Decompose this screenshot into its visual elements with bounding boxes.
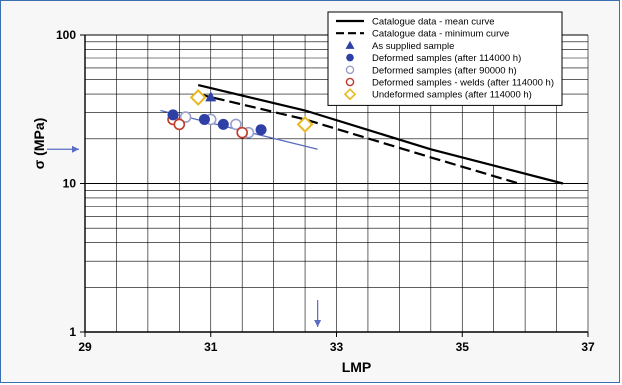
- legend-swatch: [343, 88, 357, 101]
- x-tick-label: 35: [456, 340, 470, 354]
- x-tick-label: 37: [581, 340, 595, 354]
- series-layer: [160, 84, 564, 185]
- legend-item: Deformed samples (after 114000 h): [346, 53, 521, 64]
- series-as-supplied-sample: [205, 91, 217, 102]
- series-line: [197, 93, 520, 185]
- legend-label: Undeformed samples (after 114000 h): [372, 90, 532, 101]
- series-catalogue-data-mean-curve: [197, 84, 564, 185]
- series-undeformed-samples-after-114000-h: [189, 88, 314, 133]
- data-point: [198, 113, 210, 125]
- x-arrow-head: [314, 320, 322, 327]
- data-point: [167, 109, 179, 121]
- legend-item: As supplied sample: [345, 40, 454, 52]
- y-axis-label: σ (MPa): [31, 118, 47, 170]
- annotations: [47, 145, 322, 327]
- data-point: [205, 91, 217, 102]
- legend-item: Deformed samples - welds (after 114000 h…: [345, 77, 554, 89]
- y-arrow-head: [72, 145, 79, 153]
- x-tick-label: 33: [330, 340, 344, 354]
- legend-swatch: [345, 40, 355, 49]
- data-point: [217, 118, 229, 130]
- legend-item: Deformed samples (after 90000 h): [345, 65, 517, 76]
- legend-swatch: [345, 65, 355, 75]
- data-point: [255, 124, 267, 136]
- x-axis-label: LMP: [342, 359, 372, 375]
- data-point: [296, 115, 314, 133]
- series-line: [197, 84, 564, 185]
- legend-item: Catalogue data - minimum curve: [336, 29, 509, 40]
- legend-label: Catalogue data - minimum curve: [372, 29, 509, 40]
- legend-label: As supplied sample: [372, 41, 454, 52]
- data-point: [230, 118, 242, 131]
- legend-label: Deformed samples (after 114000 h): [372, 53, 521, 64]
- legend-label: Deformed samples (after 90000 h): [372, 65, 517, 76]
- legend-swatch: [345, 77, 355, 87]
- legend-box: [327, 11, 563, 106]
- legend-label: Catalogue data - mean curve: [372, 17, 495, 28]
- y-tick-label: 100: [56, 28, 76, 42]
- series-catalogue-data-minimum-curve: [197, 93, 520, 185]
- x-tick-label: 29: [78, 340, 92, 354]
- legend-swatch: [346, 53, 354, 62]
- data-point: [173, 118, 186, 131]
- axes: [80, 34, 589, 337]
- y-tick-label: 10: [63, 177, 77, 191]
- series-deformed-samples-after-114000-h: [167, 109, 267, 136]
- y-tick-label: 1: [69, 325, 76, 339]
- tick-labels: 29 31 33 35 37 1 10 100: [56, 28, 595, 354]
- data-point: [236, 126, 248, 139]
- legend-item: Undeformed samples (after 114000 h): [343, 88, 532, 101]
- legend-label: Deformed samples - welds (after 114000 h…: [372, 78, 554, 89]
- legend-item: Catalogue data - mean curve: [336, 17, 495, 28]
- data-point: [179, 111, 192, 123]
- data-point: [189, 88, 207, 106]
- x-tick-label: 31: [204, 340, 218, 354]
